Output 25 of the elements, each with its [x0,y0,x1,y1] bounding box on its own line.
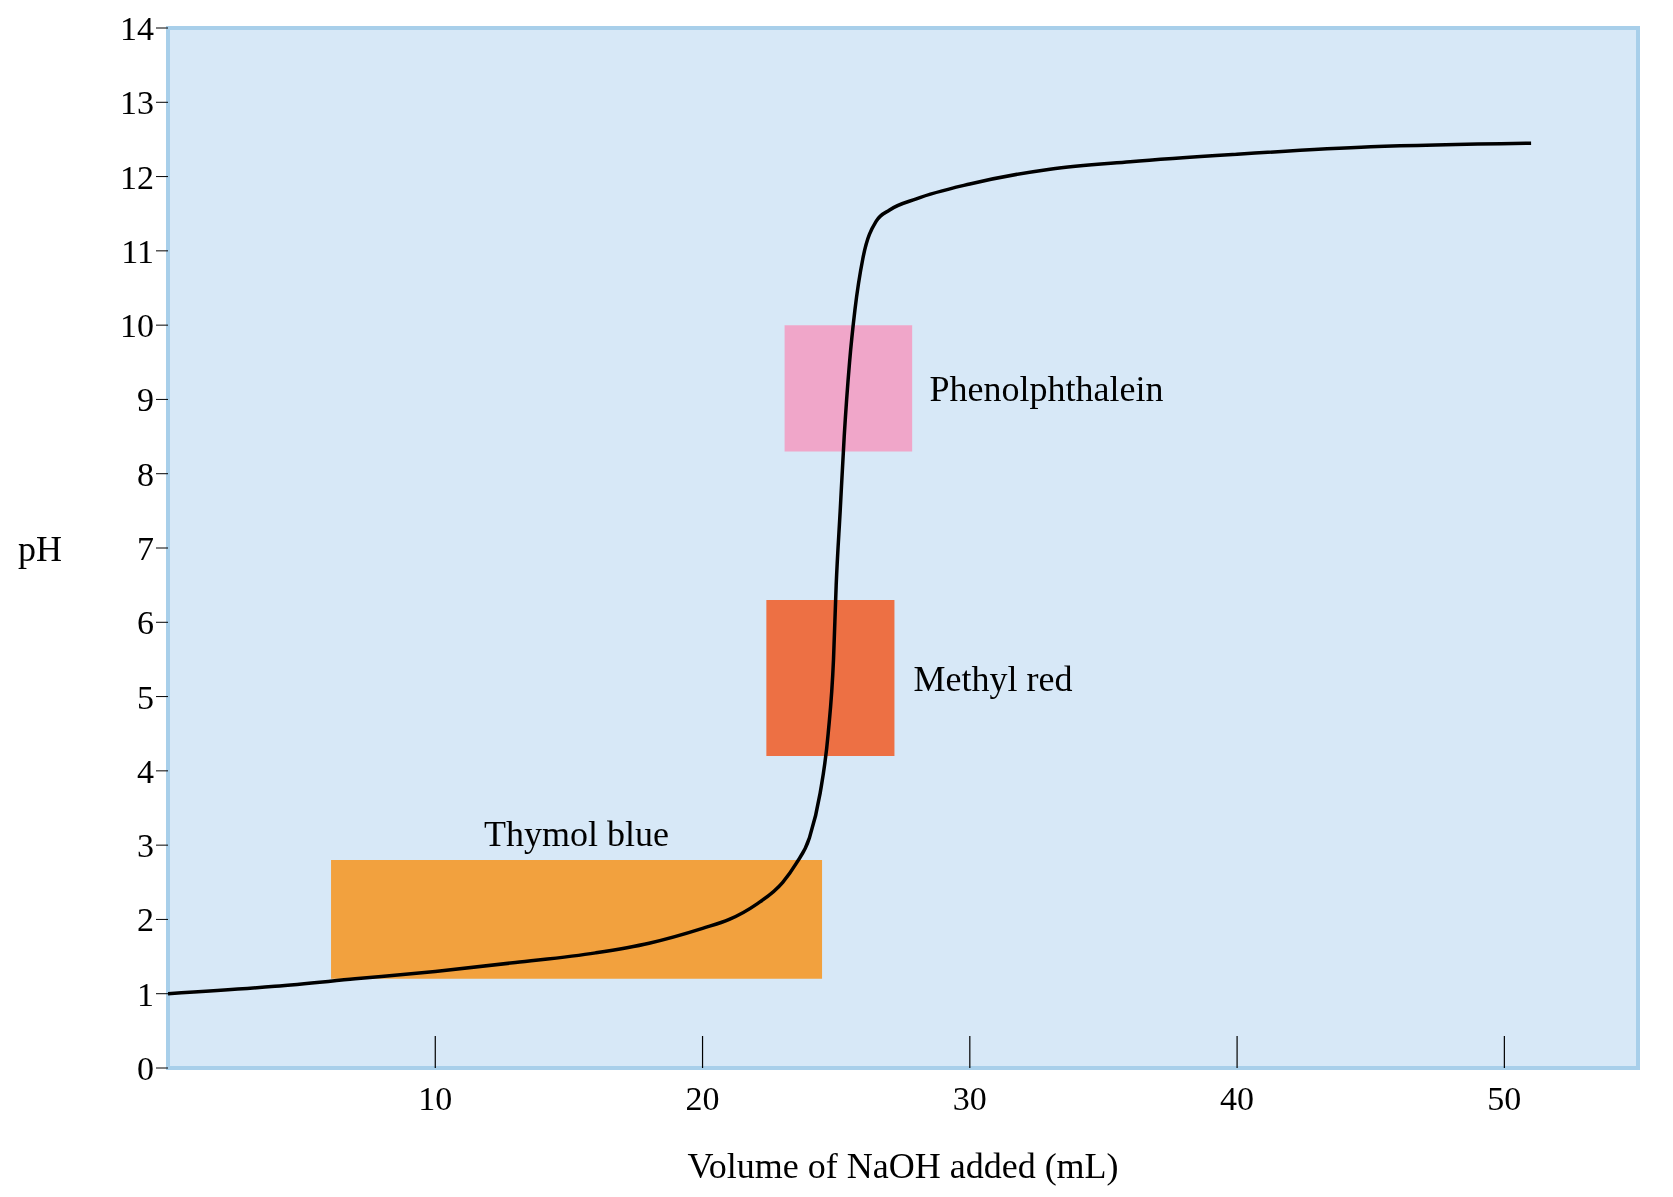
x-tick-label: 30 [952,1080,987,1117]
y-tick-label: 0 [137,1050,154,1088]
y-tick-label: 10 [120,307,154,345]
x-tick-label: 50 [1487,1080,1522,1117]
y-tick-label: 8 [137,455,154,493]
y-tick-label: 11 [121,232,154,270]
band-label: Thymol blue [484,814,670,854]
x-axis-title: Volume of NaOH added (mL) [687,1146,1119,1186]
y-tick-label: 3 [137,827,154,865]
y-tick-label: 12 [120,158,154,196]
x-tick-label: 10 [418,1080,453,1117]
band-label: Methyl red [913,658,1073,699]
y-axis-title: pH [18,528,62,569]
x-tick-label: 40 [1220,1080,1255,1117]
y-tick-label: 5 [137,678,154,716]
band-label: Phenolphthalein [929,369,1164,410]
y-tick-label: 2 [137,901,154,939]
y-tick-label: 4 [137,752,154,790]
y-tick-label: 7 [137,530,154,568]
y-tick-label: 9 [137,381,154,419]
y-tick-label: 6 [137,604,154,642]
x-tick-label: 20 [685,1080,720,1117]
y-tick-label: 14 [120,10,154,48]
y-tick-label: 1 [137,975,154,1013]
y-tick-label: 13 [120,84,154,122]
